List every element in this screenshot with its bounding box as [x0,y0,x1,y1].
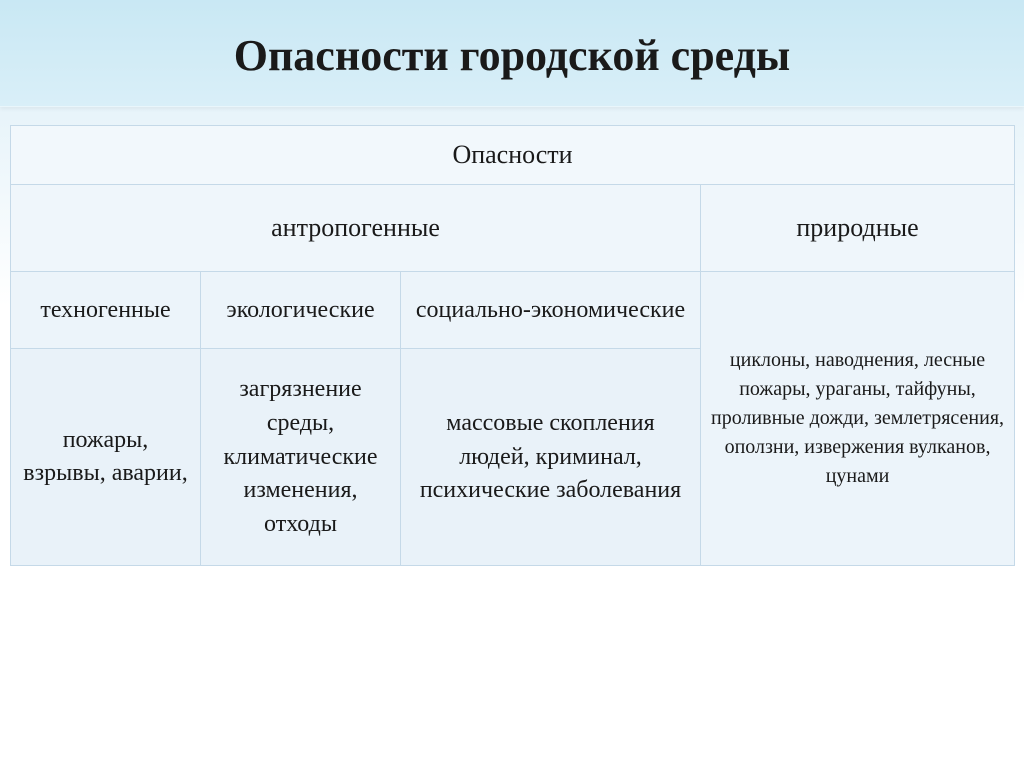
cat-natural-cell: природные [701,185,1015,272]
table-row: Опасности [11,126,1015,185]
hazards-table: Опасности антропогенные природные техног… [10,125,1015,566]
body-natural-cell: циклоны, наводнения, лесные пожары, ураг… [701,272,1015,566]
cat-anthro-cell: антропогенные [11,185,701,272]
slide-title: Опасности городской среды [0,30,1024,81]
table-row: техногенные экологические социально-экон… [11,272,1015,349]
body-techno-cell: пожары, взрывы, аварии, [11,349,201,566]
table-container: Опасности антропогенные природные техног… [0,107,1024,576]
slide-header: Опасности городской среды [0,0,1024,107]
sub-techno-cell: техногенные [11,272,201,349]
sub-socio-cell: социально-экономические [401,272,701,349]
table-row: антропогенные природные [11,185,1015,272]
body-socio-cell: массовые скопления людей, криминал, псих… [401,349,701,566]
sub-eco-cell: экологические [201,272,401,349]
body-eco-cell: загрязнение среды, климатические изменен… [201,349,401,566]
header-main-cell: Опасности [11,126,1015,185]
